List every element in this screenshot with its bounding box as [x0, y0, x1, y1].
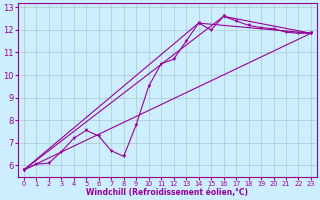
X-axis label: Windchill (Refroidissement éolien,°C): Windchill (Refroidissement éolien,°C) [86, 188, 248, 197]
